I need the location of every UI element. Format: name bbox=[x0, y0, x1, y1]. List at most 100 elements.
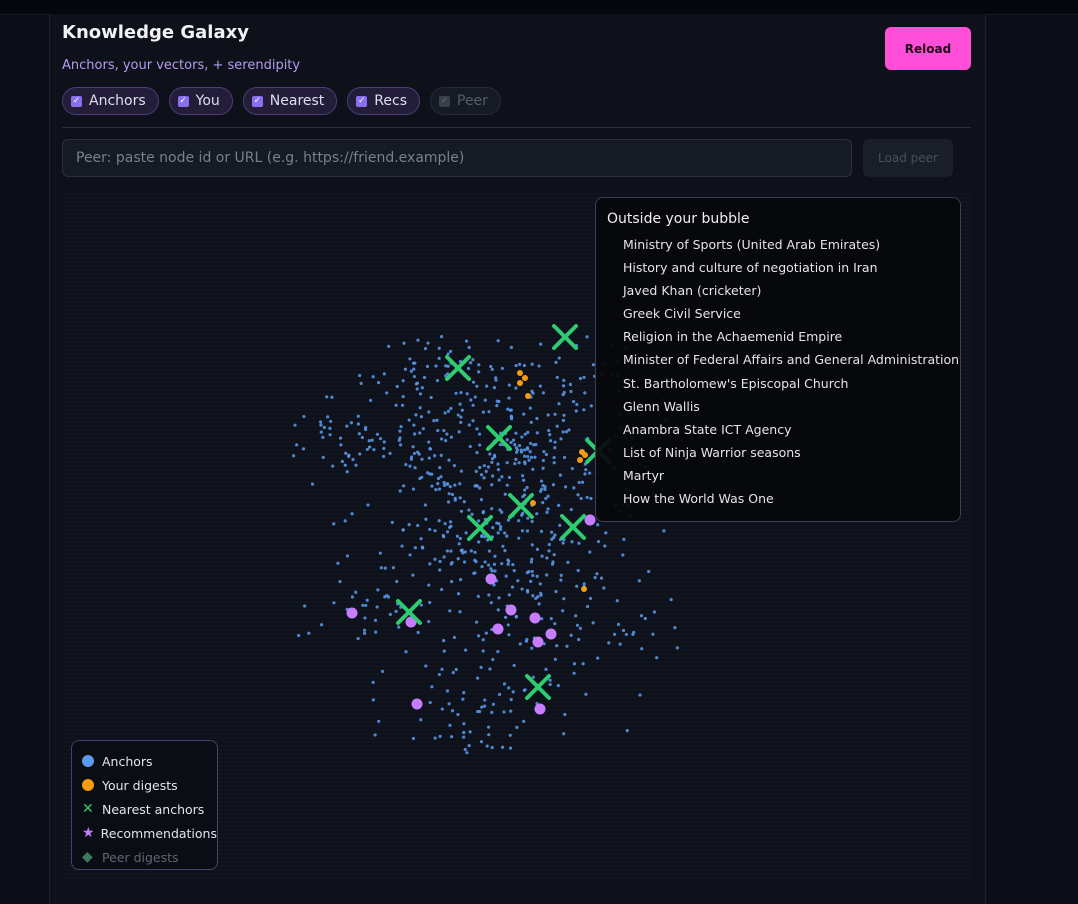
checkbox-icon[interactable]: ✓ bbox=[71, 95, 82, 107]
bubble-item[interactable]: Religion in the Achaemenid Empire bbox=[623, 329, 843, 345]
anchor-point bbox=[501, 544, 505, 548]
anchor-point bbox=[595, 572, 599, 576]
anchor-point bbox=[435, 418, 439, 422]
anchor-point bbox=[395, 384, 399, 389]
anchor-point bbox=[496, 608, 500, 612]
anchor-point bbox=[450, 560, 454, 565]
checkbox-icon[interactable]: ✓ bbox=[177, 95, 189, 107]
anchor-point bbox=[459, 509, 464, 513]
anchor-point bbox=[328, 426, 332, 430]
anchor-point bbox=[478, 486, 482, 490]
anchor-point bbox=[435, 378, 440, 383]
bubble-item[interactable]: Ministry of Sports (United Arab Emirates… bbox=[623, 237, 881, 252]
anchor-point bbox=[508, 408, 512, 412]
anchor-point bbox=[669, 598, 673, 602]
anchor-point bbox=[545, 510, 549, 514]
anchor-point bbox=[374, 630, 378, 634]
bubble-item[interactable]: Greek Civil Service bbox=[623, 306, 741, 322]
anchor-point bbox=[584, 468, 588, 472]
anchor-point bbox=[438, 734, 442, 738]
anchor-point bbox=[434, 488, 438, 492]
bubble-item[interactable]: History and culture of negotiation in Ir… bbox=[623, 260, 878, 276]
anchor-point bbox=[535, 512, 539, 516]
load-peer-button[interactable]: Load peer bbox=[863, 139, 953, 177]
anchor-point bbox=[469, 398, 473, 402]
anchor-point bbox=[462, 722, 466, 726]
anchor-point bbox=[408, 357, 412, 361]
checkbox-icon: ✓ bbox=[439, 95, 450, 107]
anchor-point bbox=[517, 536, 521, 540]
bubble-item[interactable]: Minister of Federal Affairs and General … bbox=[623, 352, 960, 368]
bubble-item[interactable]: Glenn Wallis bbox=[623, 398, 700, 414]
anchor-point bbox=[483, 560, 487, 564]
anchor-point bbox=[358, 373, 362, 378]
anchor-point bbox=[489, 364, 493, 369]
peer-input[interactable] bbox=[62, 139, 852, 177]
anchor-point bbox=[423, 346, 428, 351]
anchor-point bbox=[520, 529, 525, 533]
bubble-item[interactable]: St. Bartholomew's Episcopal Church bbox=[623, 375, 849, 391]
toggle-recs[interactable]: ✓ Recs bbox=[347, 87, 420, 115]
anchor-point bbox=[449, 406, 453, 411]
anchor-point bbox=[523, 448, 527, 452]
anchor-point bbox=[500, 475, 504, 479]
checkbox-icon[interactable]: ✓ bbox=[356, 95, 368, 107]
anchor-point bbox=[487, 593, 491, 597]
anchor-point bbox=[427, 440, 431, 444]
anchor-point bbox=[507, 475, 512, 480]
anchor-point bbox=[454, 667, 458, 672]
anchor-point bbox=[481, 510, 486, 514]
anchor-point bbox=[531, 467, 535, 471]
anchor-point bbox=[639, 614, 644, 618]
anchor-point bbox=[459, 390, 463, 395]
anchor-point bbox=[673, 626, 677, 630]
anchor-point bbox=[436, 476, 441, 481]
anchor-point bbox=[499, 525, 503, 529]
anchor-point bbox=[546, 507, 550, 511]
anchor-point bbox=[540, 554, 544, 558]
toggle-you[interactable]: ✓ You bbox=[168, 87, 233, 115]
anchor-point bbox=[439, 453, 443, 457]
bubble-item[interactable]: Martyr bbox=[623, 467, 665, 483]
anchor-point bbox=[526, 590, 530, 594]
anchor-point bbox=[569, 507, 573, 512]
bubble-item[interactable]: Anambra State ICT Agency bbox=[623, 421, 792, 437]
reload-button[interactable]: Reload bbox=[885, 27, 971, 70]
digest-point bbox=[522, 375, 528, 381]
toggle-nearest[interactable]: ✓ Nearest bbox=[242, 87, 338, 115]
anchor-point bbox=[363, 616, 367, 620]
anchor-point bbox=[371, 680, 375, 684]
anchor-point bbox=[517, 519, 521, 523]
anchor-point bbox=[479, 665, 483, 669]
anchor-point bbox=[577, 541, 581, 545]
anchor-point bbox=[462, 735, 466, 739]
anchor-point bbox=[357, 432, 361, 436]
anchor-point bbox=[438, 559, 442, 564]
anchor-point bbox=[583, 472, 587, 476]
bubble-item[interactable]: List of Ninja Warrior seasons bbox=[623, 444, 801, 460]
bubble-item[interactable]: Javed Khan (cricketer) bbox=[623, 283, 762, 299]
anchor-point bbox=[483, 698, 487, 702]
anchor-point bbox=[548, 678, 552, 682]
anchor-point bbox=[394, 609, 398, 613]
anchor-point bbox=[511, 562, 515, 567]
anchor-point bbox=[418, 431, 422, 435]
anchor-point bbox=[549, 530, 554, 534]
anchor-point bbox=[457, 542, 461, 546]
anchor-point bbox=[421, 427, 425, 431]
anchor-point bbox=[407, 523, 411, 527]
anchor-point bbox=[557, 356, 561, 360]
checkbox-icon[interactable]: ✓ bbox=[251, 95, 263, 107]
anchor-point bbox=[498, 508, 502, 512]
anchor-point bbox=[465, 392, 469, 396]
anchor-point bbox=[541, 501, 545, 505]
anchor-point bbox=[330, 395, 334, 399]
anchor-point bbox=[344, 451, 348, 455]
anchor-point bbox=[412, 367, 416, 371]
anchor-point bbox=[497, 399, 501, 404]
anchor-point bbox=[500, 562, 504, 566]
anchor-point bbox=[390, 520, 394, 524]
bubble-item[interactable]: How the World Was One bbox=[623, 491, 774, 507]
anchor-point bbox=[345, 424, 349, 428]
toggle-anchors[interactable]: ✓ Anchors bbox=[62, 87, 159, 115]
